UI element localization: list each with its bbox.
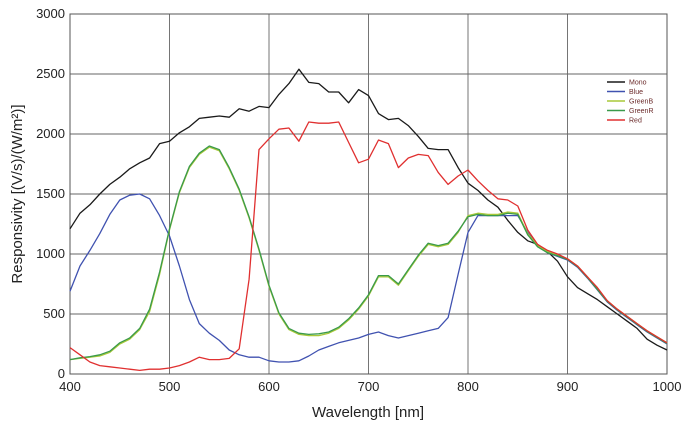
y-tick-label: 2500 <box>36 66 65 81</box>
y-tick-label: 3000 <box>36 6 65 21</box>
x-tick-label: 700 <box>358 379 380 394</box>
legend: Mono Blue GreenB GreenR Red <box>607 80 654 125</box>
x-tick-label: 500 <box>159 379 181 394</box>
x-tick-label: 1000 <box>653 379 682 394</box>
plot-frame <box>69 13 668 375</box>
legend-label-blue: Blue <box>629 89 643 96</box>
x-tick-label: 400 <box>59 379 81 394</box>
legend-label-greenr: GreenR <box>629 108 654 115</box>
grid-lines <box>70 14 667 374</box>
series-line-mono <box>69 68 668 351</box>
legend-label-greenb: GreenB <box>629 99 653 106</box>
y-axis-label: Responsivity [(V/s)/(W/m²)] <box>9 104 26 283</box>
y-tick-label: 1500 <box>36 186 65 201</box>
y-tick-label: 0 <box>58 366 65 381</box>
x-tick-label: 800 <box>457 379 479 394</box>
y-tick-label: 1000 <box>36 246 65 261</box>
y-tick-label: 500 <box>43 306 65 321</box>
axis-ticks: 0 500 1000 1500 2000 2500 3000 400 500 600 700 800 9… <box>36 6 681 394</box>
series-lines <box>69 68 668 372</box>
legend-label-mono: Mono <box>629 80 647 87</box>
x-axis-label: Wavelength [nm] <box>312 404 424 421</box>
y-tick-label: 2000 <box>36 126 65 141</box>
legend-label-red: Red <box>629 118 642 125</box>
series-line-red <box>69 121 668 372</box>
x-tick-label: 900 <box>557 379 579 394</box>
x-tick-label: 600 <box>258 379 280 394</box>
